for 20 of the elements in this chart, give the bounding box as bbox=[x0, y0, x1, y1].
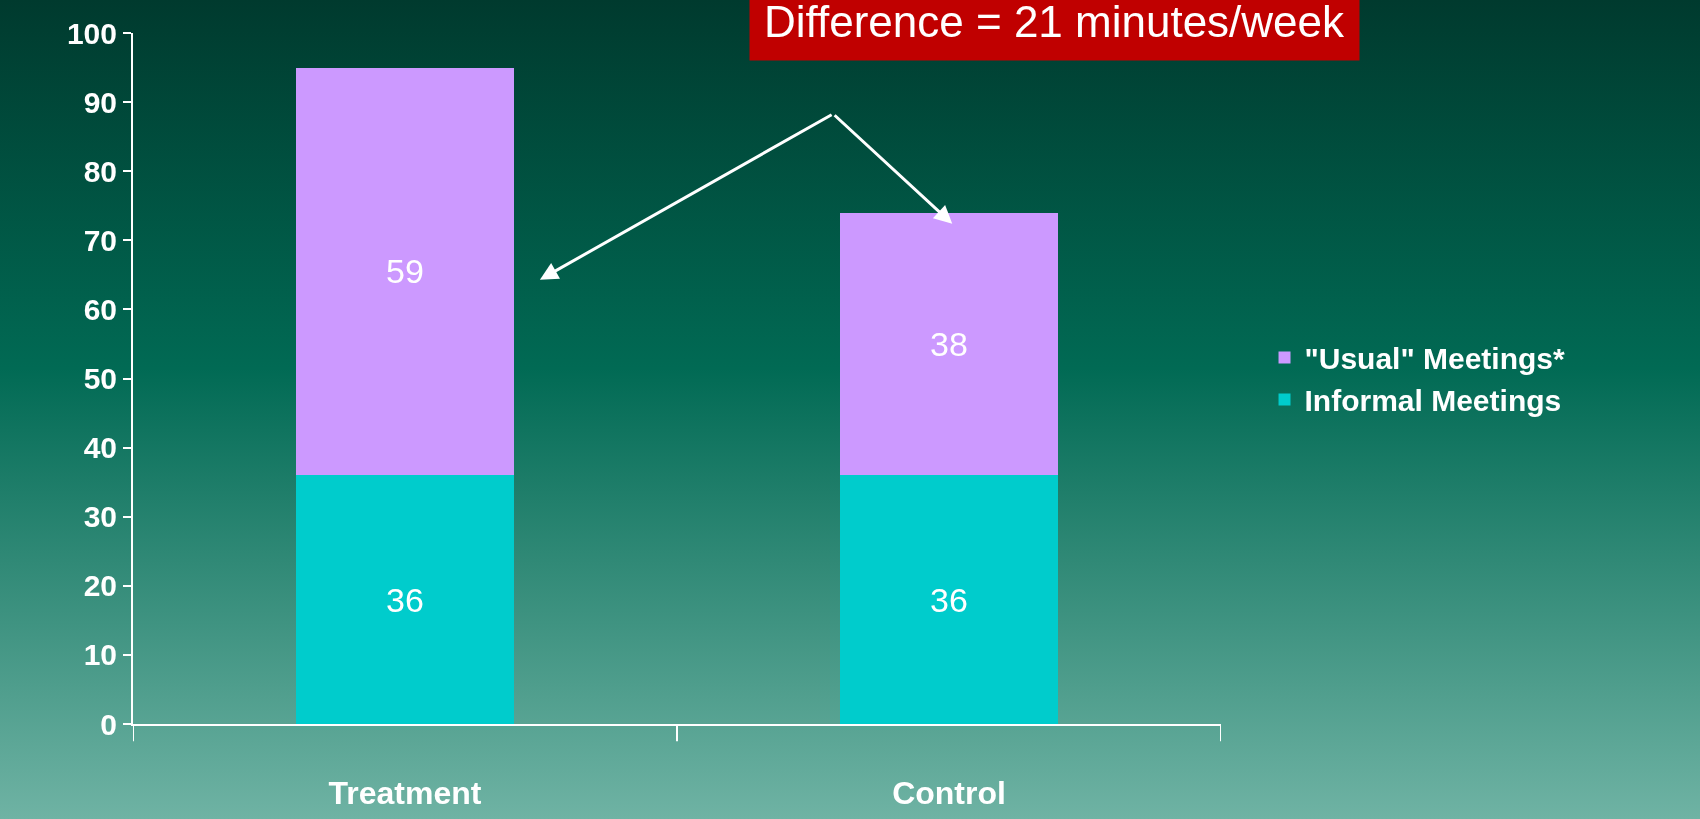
y-tick-label: 70 bbox=[83, 223, 117, 257]
y-tick-label: 100 bbox=[66, 16, 117, 50]
y-tick-label: 40 bbox=[83, 431, 117, 465]
y-tick-label: 50 bbox=[83, 362, 117, 395]
y-tick-label: 80 bbox=[83, 154, 117, 188]
y-tick-label: 30 bbox=[83, 500, 117, 534]
legend-label: Informal Meetings bbox=[1304, 384, 1562, 418]
data-label: 36 bbox=[930, 580, 968, 619]
data-label: 36 bbox=[386, 580, 424, 619]
legend-label: "Usual" Meetings* bbox=[1304, 342, 1566, 376]
annotation: Difference = 21 minutes/week bbox=[764, 0, 1346, 46]
y-tick-label: 20 bbox=[83, 569, 117, 603]
data-label: 59 bbox=[386, 252, 424, 291]
y-tick-label: 60 bbox=[83, 292, 117, 326]
y-tick-label: 0 bbox=[100, 707, 117, 741]
x-tick-label: Treatment bbox=[328, 775, 482, 812]
data-label: 38 bbox=[930, 324, 968, 363]
x-tick-label: Control bbox=[892, 775, 1006, 812]
y-tick-label: 10 bbox=[83, 638, 117, 672]
y-tick-label: 90 bbox=[83, 85, 117, 119]
